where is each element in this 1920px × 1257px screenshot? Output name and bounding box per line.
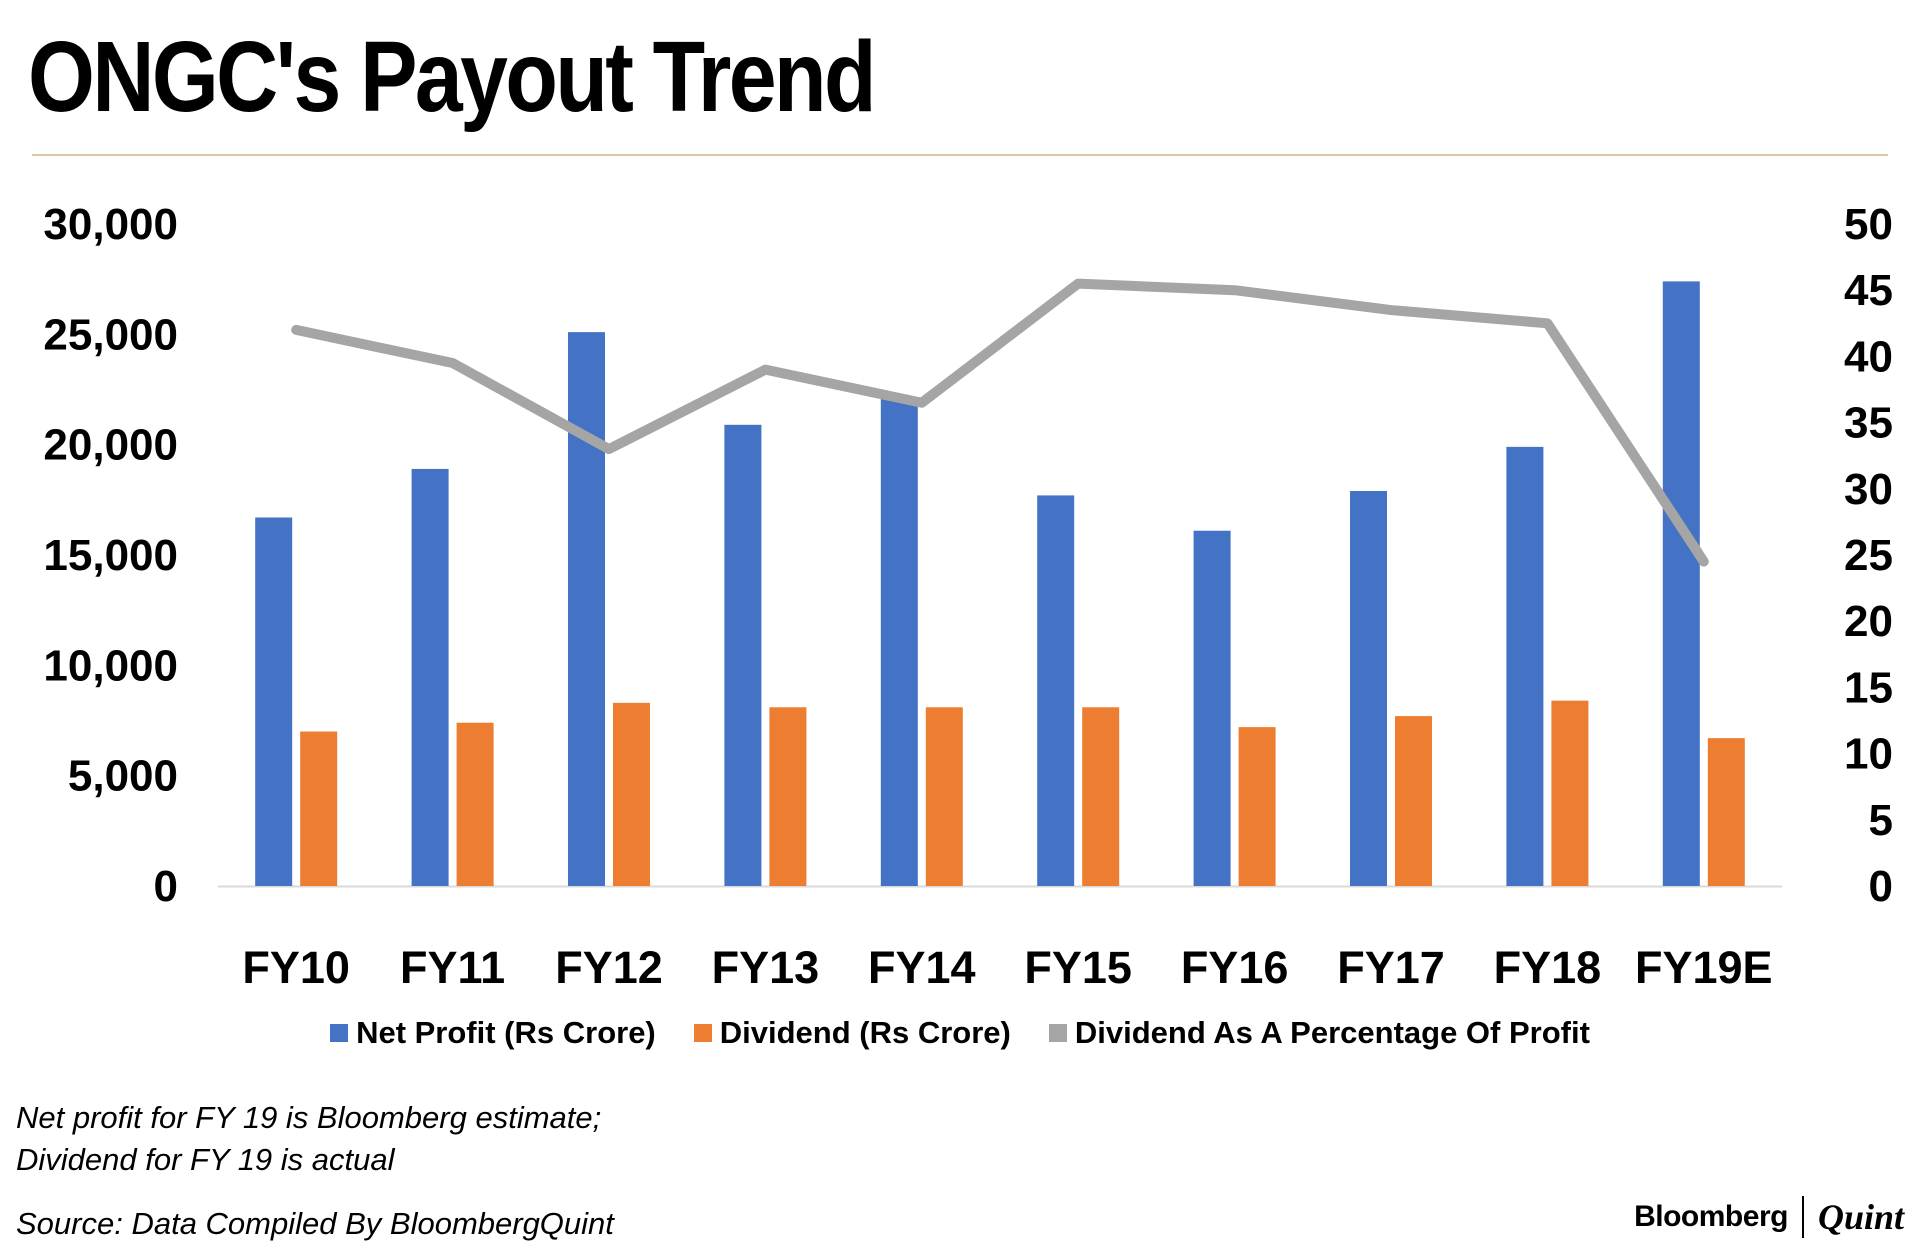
category-label: FY12 [555, 942, 663, 993]
net-profit-bar [880, 398, 918, 886]
legend-label-dividend: Dividend (Rs Crore) [719, 1015, 1011, 1050]
legend-swatch-net-profit [330, 1024, 349, 1042]
category-labels: FY10 FY11 FY12 FY13 FY14 FY15 FY16 FY17 FY18 FY19… [242, 942, 1772, 993]
payout-chart: 0 5,000 10,000 15,000 20,000 25,000 30,000 0 5 1… [43, 200, 1893, 993]
category-label: FY15 [1024, 942, 1132, 993]
dividend-bar [1551, 700, 1589, 886]
logo-quint: Quint [1817, 1197, 1904, 1237]
left-tick-label: 10,000 [43, 641, 178, 690]
percentage-line [291, 278, 1709, 567]
bar-series [255, 281, 1745, 887]
legend-item-dividend: Dividend (Rs Crore) [693, 1015, 1011, 1051]
left-tick-label: 20,000 [43, 421, 178, 470]
legend-label-net-profit: Net Profit (Rs Crore) [356, 1015, 656, 1050]
category-label: FY17 [1337, 942, 1445, 993]
net-profit-bar [568, 332, 605, 886]
dividend-bar [769, 707, 807, 886]
category-label: FY16 [1181, 942, 1289, 993]
right-tick-label: 35 [1844, 399, 1893, 448]
category-label: FY10 [242, 942, 350, 993]
right-tick-label: 5 [1869, 796, 1893, 845]
category-label: FY13 [712, 942, 820, 993]
legend-swatch-dividend [693, 1024, 712, 1042]
dividend-bar [1395, 716, 1432, 886]
right-tick-label: 40 [1844, 332, 1893, 381]
dividend-bar [1082, 707, 1120, 886]
category-label: FY19E [1635, 942, 1773, 993]
footnote-line-2: Dividend for FY 19 is actual [16, 1142, 395, 1177]
right-tick-label: 0 [1869, 862, 1893, 911]
footnote: Net profit for FY 19 is Bloomberg estima… [16, 1097, 601, 1181]
dividend-bar [300, 731, 338, 886]
chart-title: ONGC's Payout Trend [28, 21, 876, 133]
category-label: FY14 [868, 942, 976, 993]
left-tick-label: 25,000 [43, 310, 178, 359]
legend-item-net-profit: Net Profit (Rs Crore) [330, 1015, 656, 1051]
net-profit-bar [1193, 530, 1231, 886]
source-note: Source: Data Compiled By BloombergQuint [16, 1206, 614, 1241]
logo-separator [1801, 1196, 1804, 1238]
right-tick-label: 50 [1844, 200, 1893, 249]
right-tick-label: 45 [1844, 266, 1893, 315]
bloombergquint-logo: Bloomberg Quint [1634, 1196, 1904, 1238]
net-profit-bar [411, 468, 449, 886]
logo-bloomberg: Bloomberg [1634, 1200, 1788, 1233]
title-divider [32, 154, 1888, 156]
dividend-bar [1707, 738, 1745, 886]
dividend-bar [925, 707, 963, 886]
net-profit-bar [255, 517, 293, 886]
left-tick-label: 5,000 [68, 752, 178, 801]
net-profit-bar [1662, 281, 1700, 887]
right-tick-label: 15 [1844, 663, 1893, 712]
net-profit-bar [724, 424, 762, 886]
dividend-bar [1238, 727, 1276, 886]
dividend-bar [456, 722, 494, 886]
category-label: FY18 [1494, 942, 1602, 993]
footnote-line-1: Net profit for FY 19 is Bloomberg estima… [16, 1100, 602, 1135]
category-label: FY11 [400, 942, 505, 993]
legend: Net Profit (Rs Crore) Dividend (Rs Crore… [0, 1015, 1920, 1051]
left-tick-label: 15,000 [43, 531, 178, 580]
dividend-bar [613, 702, 650, 886]
net-profit-bar [1037, 495, 1075, 886]
net-profit-bar [1350, 491, 1387, 886]
left-axis: 0 5,000 10,000 15,000 20,000 25,000 30,000 [43, 200, 178, 911]
legend-swatch-percentage [1048, 1024, 1067, 1042]
right-tick-label: 10 [1844, 730, 1893, 779]
right-tick-label: 30 [1844, 465, 1893, 514]
right-tick-label: 25 [1844, 531, 1893, 580]
right-axis: 0 5 10 15 20 25 30 35 40 45 50 [1844, 200, 1893, 911]
legend-item-percentage: Dividend As A Percentage Of Profit [1048, 1015, 1590, 1051]
left-tick-label: 30,000 [43, 200, 178, 249]
right-tick-label: 20 [1844, 597, 1893, 646]
net-profit-bar [1506, 446, 1544, 886]
left-tick-label: 0 [154, 862, 178, 911]
legend-label-percentage: Dividend As A Percentage Of Profit [1074, 1015, 1590, 1050]
